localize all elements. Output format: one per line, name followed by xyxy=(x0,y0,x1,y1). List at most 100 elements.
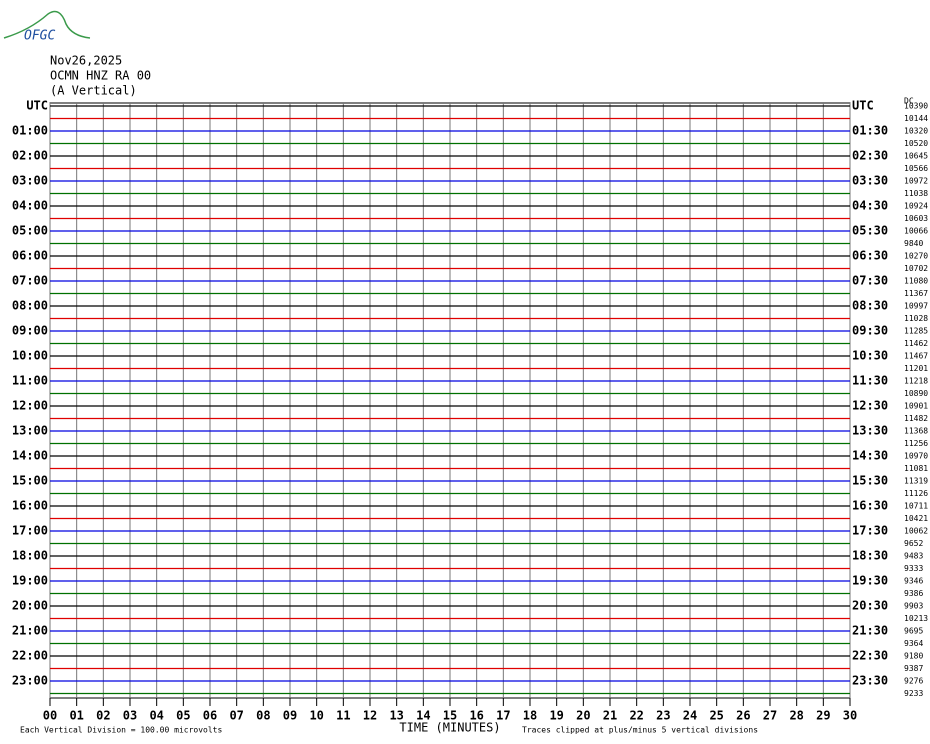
trace-value: 11367 xyxy=(904,289,928,298)
row-label: 22:00 xyxy=(12,649,48,663)
trace-value: 10972 xyxy=(904,177,928,186)
trace-value: 10901 xyxy=(904,402,928,411)
trace-value: 11462 xyxy=(904,339,928,348)
row-label: 07:00 xyxy=(12,274,48,288)
trace-value: 11482 xyxy=(904,414,928,423)
row-label: 13:00 xyxy=(12,424,48,438)
trace-value: 9695 xyxy=(904,627,923,636)
x-tick-label: 11 xyxy=(336,709,350,723)
x-tick-label: 07 xyxy=(229,709,243,723)
row-label: 11:00 xyxy=(12,374,48,388)
trace-value: 10970 xyxy=(904,452,928,461)
x-tick-label: 24 xyxy=(683,709,697,723)
row-label: 12:30 xyxy=(852,399,888,413)
x-axis-label: TIME (MINUTES) xyxy=(399,721,500,735)
trace-value: 9346 xyxy=(904,577,923,586)
row-label: 11:30 xyxy=(852,374,888,388)
trace-value: 11218 xyxy=(904,377,928,386)
row-label: 22:30 xyxy=(852,649,888,663)
x-tick-label: 28 xyxy=(789,709,803,723)
trace-value: 9233 xyxy=(904,689,923,698)
trace-value: 11201 xyxy=(904,364,928,373)
x-tick-label: 09 xyxy=(283,709,297,723)
row-label: 03:30 xyxy=(852,174,888,188)
trace-value: 9840 xyxy=(904,239,923,248)
trace-value: 11285 xyxy=(904,327,928,336)
row-label: 23:00 xyxy=(12,674,48,688)
row-label: 19:00 xyxy=(12,574,48,588)
trace-value: 11319 xyxy=(904,477,928,486)
row-label: 09:00 xyxy=(12,324,48,338)
x-tick-label: 22 xyxy=(629,709,643,723)
x-tick-label: 05 xyxy=(176,709,190,723)
trace-value: 11467 xyxy=(904,352,928,361)
trace-value: 10890 xyxy=(904,389,928,398)
x-tick-label: 06 xyxy=(203,709,217,723)
trace-value: 9903 xyxy=(904,602,923,611)
trace-value: 9276 xyxy=(904,677,923,686)
title-line: (A Vertical) xyxy=(50,84,137,98)
x-tick-label: 13 xyxy=(389,709,403,723)
trace-value: 10520 xyxy=(904,139,928,148)
trace-value: 11256 xyxy=(904,439,928,448)
x-tick-label: 08 xyxy=(256,709,270,723)
trace-value: 9364 xyxy=(904,639,923,648)
row-label: 17:30 xyxy=(852,524,888,538)
row-label: 10:00 xyxy=(12,349,48,363)
trace-value: 9652 xyxy=(904,539,923,548)
trace-value: 10062 xyxy=(904,527,928,536)
row-label: 09:30 xyxy=(852,324,888,338)
trace-value: 10066 xyxy=(904,227,928,236)
row-label: 21:30 xyxy=(852,624,888,638)
logo-curve xyxy=(3,10,91,39)
trace-value: 10997 xyxy=(904,302,928,311)
row-label: 06:30 xyxy=(852,249,888,263)
row-label: 08:00 xyxy=(12,299,48,313)
row-label: 14:30 xyxy=(852,449,888,463)
x-tick-label: 01 xyxy=(69,709,83,723)
x-tick-label: 23 xyxy=(656,709,670,723)
footnote: Each Vertical Division = 100.00 microvol… xyxy=(20,726,222,735)
trace-value: 10421 xyxy=(904,514,928,523)
trace-value: 10213 xyxy=(904,614,928,623)
x-tick-label: 29 xyxy=(816,709,830,723)
trace-value: 10711 xyxy=(904,502,928,511)
logo: OFGC xyxy=(24,29,55,44)
x-tick-label: 20 xyxy=(576,709,590,723)
row-label: 21:00 xyxy=(12,624,48,638)
trace-value: 10144 xyxy=(904,114,928,123)
x-tick-label: 10 xyxy=(309,709,323,723)
row-label: 05:30 xyxy=(852,224,888,238)
trace-value: 11081 xyxy=(904,464,928,473)
x-tick-label: 17 xyxy=(496,709,510,723)
row-label: 01:00 xyxy=(12,124,48,138)
trace-value: 10320 xyxy=(904,127,928,136)
row-label: 12:00 xyxy=(12,399,48,413)
x-tick-label: 00 xyxy=(43,709,57,723)
x-tick-label: 02 xyxy=(96,709,110,723)
trace-value: 10645 xyxy=(904,152,928,161)
x-tick-label: 14 xyxy=(416,709,430,723)
row-label: 05:00 xyxy=(12,224,48,238)
trace-value: 9387 xyxy=(904,664,923,673)
trace-value: 10603 xyxy=(904,214,928,223)
x-tick-label: 30 xyxy=(843,709,857,723)
x-tick-label: 19 xyxy=(549,709,563,723)
row-label: 16:00 xyxy=(12,499,48,513)
row-label: 17:00 xyxy=(12,524,48,538)
row-label: 15:00 xyxy=(12,474,48,488)
row-label: 02:30 xyxy=(852,149,888,163)
row-label: 18:30 xyxy=(852,549,888,563)
x-tick-label: 04 xyxy=(149,709,163,723)
x-tick-label: 26 xyxy=(736,709,750,723)
row-label: 14:00 xyxy=(12,449,48,463)
x-tick-label: 21 xyxy=(603,709,617,723)
trace-value: 9483 xyxy=(904,552,923,561)
corner-label: DC xyxy=(904,97,914,106)
row-label: 23:30 xyxy=(852,674,888,688)
row-label: 07:30 xyxy=(852,274,888,288)
row-label: 18:00 xyxy=(12,549,48,563)
row-label: 20:30 xyxy=(852,599,888,613)
trace-value: 11028 xyxy=(904,314,928,323)
